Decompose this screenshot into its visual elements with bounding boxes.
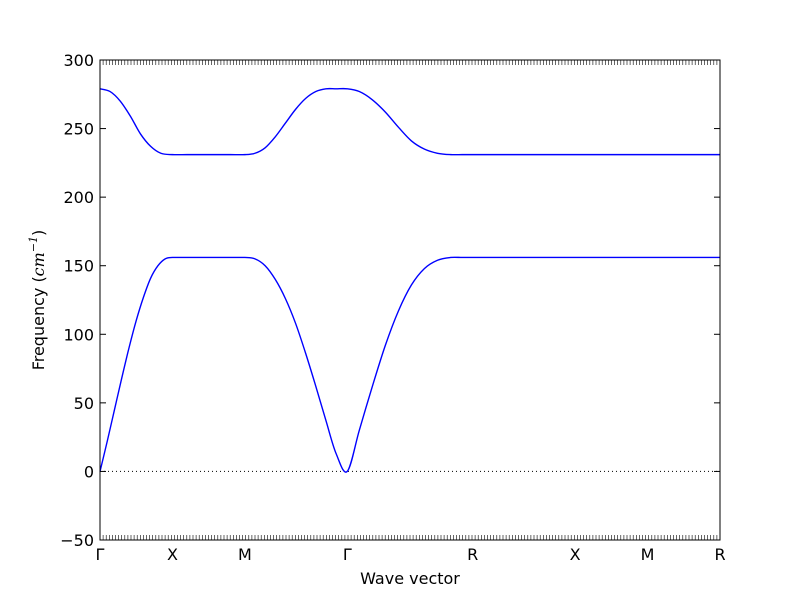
x-tick-label: R — [714, 545, 725, 564]
x-tick-label: Γ — [96, 545, 105, 564]
y-tick-label: 50 — [74, 394, 94, 413]
y-axis-title-unit: cm — [29, 252, 48, 276]
band-1-line — [99, 256, 720, 473]
x-tick-label: M — [238, 545, 252, 564]
y-axis-title-text: Frequency ( — [29, 276, 48, 370]
y-tick-label: 100 — [63, 325, 94, 344]
x-axis-title: Wave vector — [360, 569, 460, 588]
x-tick-label: Γ — [343, 545, 352, 564]
x-tick-label: R — [467, 545, 478, 564]
x-tick-label: M — [641, 545, 655, 564]
y-tick-label: 150 — [63, 257, 94, 276]
x-tick-label: X — [167, 545, 178, 564]
plot-frame — [99, 59, 721, 541]
y-tick-label: 200 — [63, 188, 94, 207]
y-axis-title-close: ) — [29, 230, 48, 236]
x-tick-label: X — [570, 545, 581, 564]
y-axis-ticks: −50 0 50 100 150 200 250 300 — [60, 51, 720, 550]
y-axis-title-exponent: −1 — [27, 236, 40, 252]
band-2-line — [99, 87, 720, 156]
y-axis-title: Frequency (cm−1) — [27, 230, 48, 371]
y-tick-label: 300 — [63, 51, 94, 70]
y-tick-label: 250 — [63, 120, 94, 139]
y-tick-label: −50 — [60, 531, 94, 550]
plot-area — [99, 87, 720, 473]
y-tick-label: 0 — [84, 462, 94, 481]
